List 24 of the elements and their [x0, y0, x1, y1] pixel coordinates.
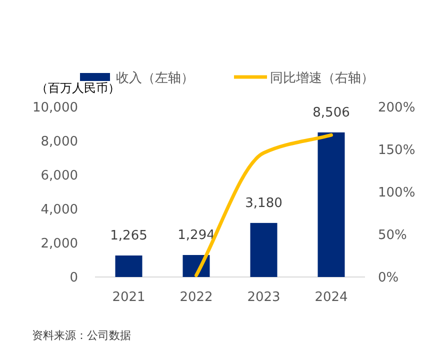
bar — [250, 222, 278, 277]
y-tick-label: 0 — [70, 270, 78, 286]
legend-label: 同比增速（右轴） — [270, 71, 374, 86]
y-tick-label: 2,000 — [40, 236, 78, 252]
data-label: 3,180 — [245, 196, 282, 211]
y-tick-label: 10,000 — [32, 100, 78, 116]
x-tick-label: 2023 — [247, 290, 280, 305]
data-label: 1,294 — [178, 228, 215, 243]
text: 资料来源：公司数据 — [32, 329, 131, 342]
y-tick-label: 8,000 — [40, 134, 78, 150]
y2-tick-label: 100% — [378, 186, 416, 200]
y-tick-label: 4,000 — [40, 202, 78, 218]
y2-tick-label: 0% — [378, 270, 399, 286]
y-tick-label: 6,000 — [40, 168, 78, 184]
y2-tick-label: 50% — [378, 228, 407, 243]
y2-tick-label: 150% — [378, 143, 416, 158]
data-label: 8,506 — [312, 105, 350, 120]
x-tick-label: 2024 — [314, 290, 348, 305]
data-label: 1,265 — [110, 228, 148, 244]
x-tick-label: 2021 — [112, 290, 146, 305]
y2-tick-label: 200% — [378, 100, 416, 116]
bar — [115, 255, 142, 277]
bar — [318, 132, 345, 277]
x-tick-label: 2022 — [180, 290, 213, 305]
